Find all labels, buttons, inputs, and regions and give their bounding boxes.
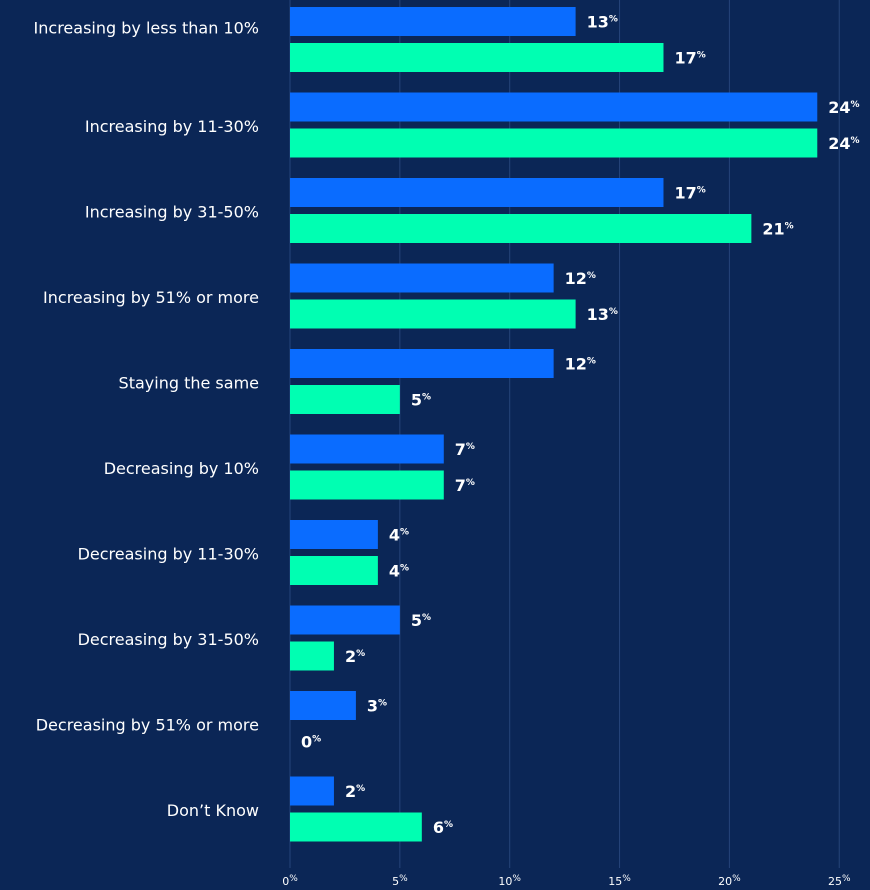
x-tick-label: 5%: [392, 874, 408, 889]
bar: [290, 385, 400, 414]
bar: [290, 776, 334, 806]
category-label: Decreasing by 10%: [104, 459, 259, 478]
bar: [290, 470, 444, 500]
category-label: Decreasing by 11-30%: [78, 545, 259, 564]
value-label: 7%: [455, 476, 475, 495]
bar: [290, 434, 444, 464]
value-label: 5%: [411, 611, 431, 630]
x-tick-label: 20%: [718, 874, 741, 889]
value-label: 4%: [389, 561, 409, 580]
bar: [290, 812, 422, 842]
bar: [290, 605, 400, 635]
x-tick-label: 15%: [608, 874, 631, 889]
bar: [290, 299, 576, 329]
bar: [290, 556, 378, 585]
category-label: Don’t Know: [167, 801, 259, 820]
value-label: 17%: [674, 183, 705, 202]
bar: [290, 641, 334, 671]
value-label: 6%: [433, 818, 453, 837]
value-label: 12%: [565, 354, 596, 373]
value-label: 13%: [587, 305, 618, 324]
value-label: 2%: [345, 647, 365, 666]
bar: [290, 178, 664, 207]
bar: [290, 92, 818, 122]
x-tick-label: 10%: [498, 874, 521, 889]
value-label: 12%: [565, 269, 596, 288]
value-label: 5%: [411, 390, 431, 409]
bar: [290, 691, 356, 720]
value-label: 0%: [301, 732, 321, 751]
value-label: 17%: [674, 48, 705, 67]
value-label: 7%: [455, 440, 475, 459]
category-label: Increasing by 11-30%: [85, 117, 259, 136]
bar: [290, 214, 752, 243]
bar: [290, 7, 576, 36]
value-label: 3%: [367, 696, 387, 715]
value-label: 2%: [345, 782, 365, 801]
category-label: Increasing by 51% or more: [43, 288, 259, 307]
bar: [290, 263, 554, 293]
category-label: Increasing by less than 10%: [34, 19, 259, 38]
category-label: Decreasing by 51% or more: [36, 716, 259, 735]
value-label: 24%: [828, 98, 859, 117]
value-label: 4%: [389, 525, 409, 544]
category-label: Increasing by 31-50%: [85, 203, 259, 222]
value-label: 24%: [828, 134, 859, 153]
bar: [290, 520, 378, 549]
category-label: Staying the same: [119, 374, 259, 393]
bar: [290, 349, 554, 378]
bar: [290, 43, 664, 72]
x-tick-label: 25%: [828, 874, 851, 889]
value-label: 21%: [762, 219, 793, 238]
x-tick-label: 0%: [282, 874, 298, 889]
value-label: 13%: [587, 12, 618, 31]
bar: [290, 128, 818, 158]
category-label: Decreasing by 31-50%: [78, 630, 259, 649]
